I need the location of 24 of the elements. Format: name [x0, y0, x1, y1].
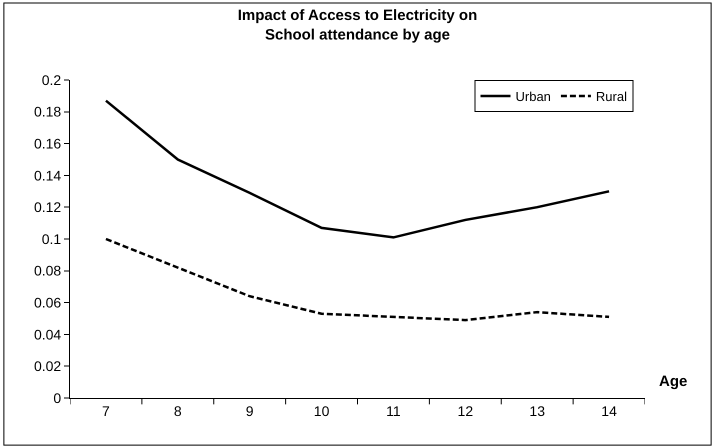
x-tick-label: 12: [458, 402, 474, 419]
y-tick-label: 0.16: [34, 136, 62, 152]
chart-title: Impact of Access to Electricity on School attendance by age: [238, 7, 478, 44]
x-axis-title: Age: [659, 373, 688, 390]
y-tick-label: 0.14: [34, 167, 62, 184]
line-series: [104, 238, 610, 322]
x-tick-label: 11: [386, 402, 401, 419]
x-tick-label: 8: [174, 402, 182, 419]
y-tick-label: 0.1: [42, 230, 62, 247]
y-tick-label: 0.06: [34, 294, 62, 310]
x-tick-label: 7: [102, 402, 110, 419]
y-tick-label: 0.02: [34, 358, 62, 374]
x-tick-label: 13: [529, 402, 546, 419]
y-tick-label: 0.18: [34, 104, 62, 120]
x-tick-label: 10: [314, 402, 330, 419]
y-tick-label: 0: [53, 390, 62, 406]
legend-label: Urban: [516, 89, 551, 104]
y-tick-label: 0.2: [42, 72, 62, 88]
y-tick-label: 0.08: [34, 262, 62, 279]
legend-label: Rural: [596, 89, 628, 104]
y-tick-label: 0.12: [34, 199, 62, 216]
x-tick-label: 9: [246, 402, 254, 419]
y-tick-label: 0.04: [34, 326, 62, 342]
x-tick-label: 14: [601, 402, 618, 419]
